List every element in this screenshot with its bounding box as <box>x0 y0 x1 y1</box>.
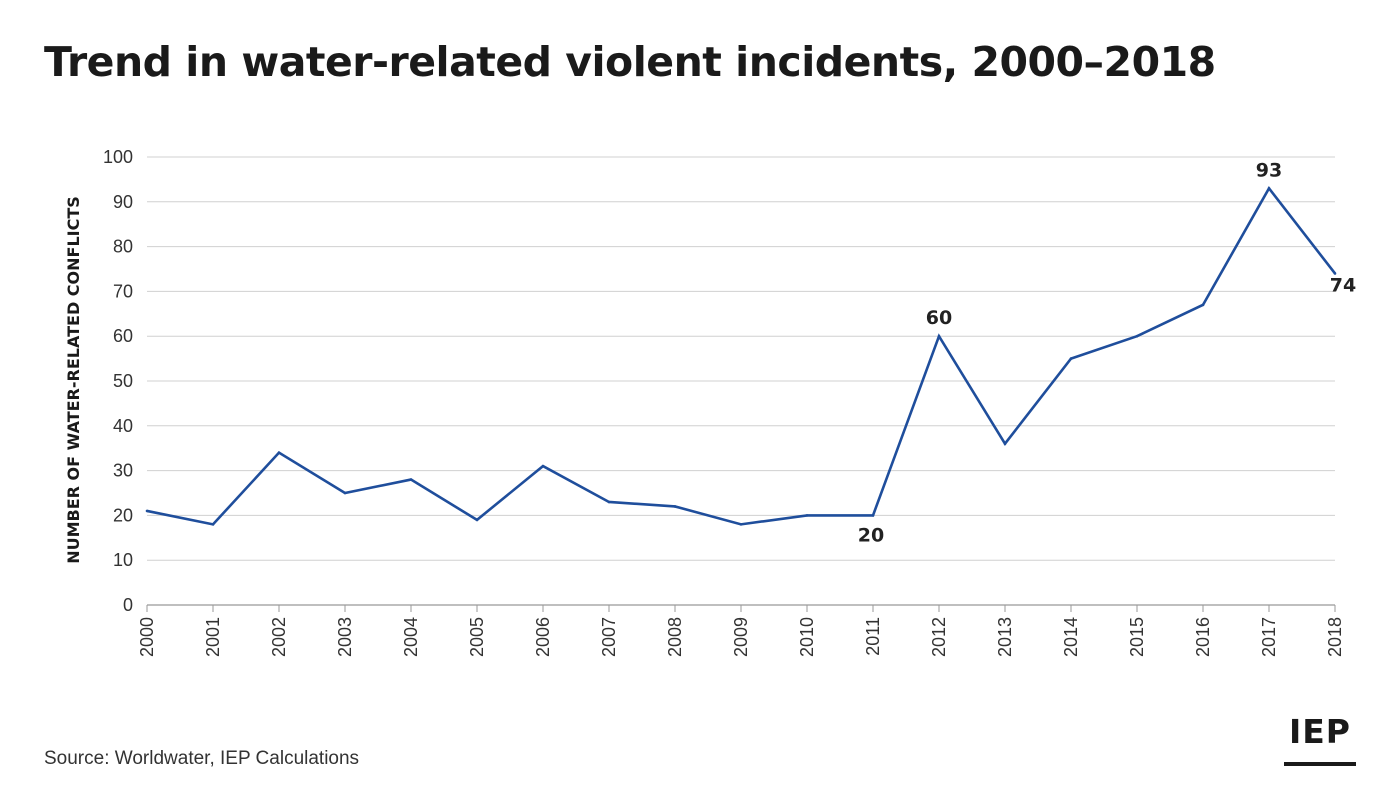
data-point <box>145 509 149 513</box>
x-tick-label: 2015 <box>1127 617 1147 657</box>
x-tick-label: 2016 <box>1193 617 1213 657</box>
y-axis-label: NUMBER OF WATER-RELATED CONFLICTS <box>64 196 83 564</box>
x-tick-label: 2009 <box>731 617 751 657</box>
data-point <box>871 514 875 517</box>
x-tick-label: 2001 <box>203 617 223 657</box>
data-point <box>409 478 413 481</box>
data-point <box>541 464 545 468</box>
data-label: 60 <box>926 307 952 329</box>
data-point <box>211 523 215 526</box>
y-tick-label: 100 <box>103 147 133 167</box>
x-tick-label: 2002 <box>269 617 289 657</box>
data-point <box>277 451 281 454</box>
grid-lines <box>147 156 1335 606</box>
y-tick-label: 50 <box>113 371 133 391</box>
y-tick-label: 70 <box>113 281 133 301</box>
data-point <box>343 491 347 495</box>
x-tick-label: 2017 <box>1259 617 1279 657</box>
data-label: 93 <box>1256 159 1282 181</box>
x-tick-label: 2014 <box>1061 617 1081 657</box>
series-line-layer <box>145 186 1337 526</box>
y-tick-label: 90 <box>113 192 133 212</box>
data-point <box>937 334 941 338</box>
y-tick-label: 30 <box>113 461 133 481</box>
data-labels: 20 60 93 74 <box>858 159 1356 546</box>
iep-logo: IEP <box>1284 712 1356 766</box>
data-point <box>1333 272 1337 275</box>
y-tick-label: 80 <box>113 237 133 257</box>
x-tick-label: 2005 <box>467 617 487 657</box>
data-point <box>1069 357 1073 360</box>
data-point <box>673 505 677 508</box>
data-point <box>1003 442 1007 446</box>
x-tick-label: 2006 <box>533 617 553 657</box>
x-tick-label: 2003 <box>335 617 355 657</box>
data-point <box>805 514 809 517</box>
x-tick-label: 2011 <box>863 617 883 656</box>
data-point <box>1201 303 1205 307</box>
x-tick-label: 2000 <box>137 617 157 657</box>
series-line <box>146 186 1337 526</box>
x-axis-ticks: 2000 2001 2002 2003 2004 2005 2006 2007 2008 2009… <box>137 605 1345 657</box>
x-tick-label: 2012 <box>929 617 949 657</box>
data-point <box>1267 187 1271 190</box>
data-point <box>739 523 743 526</box>
y-tick-label: 10 <box>113 550 133 570</box>
x-tick-label: 2004 <box>401 617 421 657</box>
data-point <box>1135 334 1139 338</box>
x-tick-label: 2018 <box>1325 617 1345 657</box>
source-note: Source: Worldwater, IEP Calculations <box>44 748 360 769</box>
y-tick-label: 20 <box>113 505 133 525</box>
data-label: 74 <box>1330 274 1356 296</box>
logo-underline <box>1284 762 1356 766</box>
chart-title: Trend in water-related violent incidents… <box>44 38 1216 86</box>
x-tick-label: 2008 <box>665 617 685 657</box>
y-tick-label: 40 <box>113 416 133 436</box>
y-tick-label: 60 <box>113 326 133 346</box>
data-point <box>607 500 611 504</box>
y-axis-ticks: 0 10 20 30 40 50 60 70 80 90 100 <box>103 147 133 615</box>
x-tick-label: 2010 <box>797 617 817 657</box>
data-point <box>475 518 479 522</box>
logo-text: IEP <box>1288 712 1351 751</box>
y-tick-label: 0 <box>123 595 133 615</box>
x-tick-label: 2013 <box>995 617 1015 657</box>
x-tick-label: 2007 <box>599 617 619 657</box>
data-label: 20 <box>858 524 884 546</box>
